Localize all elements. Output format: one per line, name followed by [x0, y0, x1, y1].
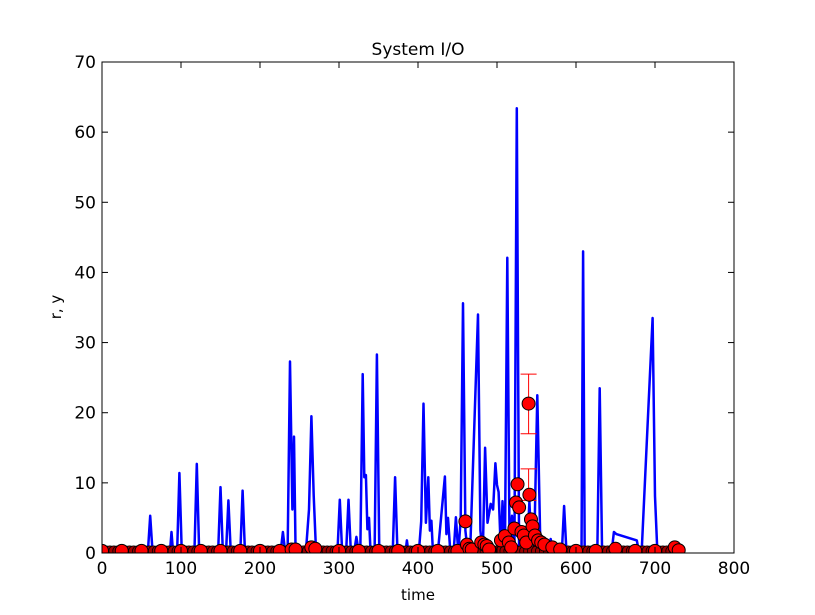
input-marker — [510, 477, 525, 492]
y-tick-label: 70 — [74, 53, 96, 73]
input-marker — [102, 543, 109, 553]
input-marker — [391, 543, 406, 553]
input-marker — [288, 542, 303, 553]
y-tick-label: 60 — [74, 123, 96, 143]
x-tick-label: 700 — [639, 559, 671, 579]
input-marker — [371, 543, 386, 553]
x-tick-label: 0 — [97, 559, 108, 579]
input-marker — [213, 543, 228, 553]
input-marker — [308, 541, 323, 553]
y-tick-label: 50 — [74, 193, 96, 213]
input-marker — [482, 542, 497, 553]
plot-area — [102, 107, 686, 553]
y-axis-title: r, y — [47, 295, 65, 320]
output-line-series — [102, 107, 661, 553]
input-marker — [521, 396, 536, 411]
input-marker — [588, 543, 603, 553]
input-marker — [351, 543, 366, 553]
x-tick-label: 500 — [481, 559, 513, 579]
x-axis-title: time — [401, 586, 435, 604]
x-tick-label: 800 — [718, 559, 750, 579]
x-tick-label: 100 — [165, 559, 197, 579]
input-marker — [608, 541, 623, 553]
chart-title: System I/O — [372, 40, 465, 60]
input-marker — [114, 543, 129, 553]
input-marker — [134, 543, 149, 553]
x-tick-label: 600 — [560, 559, 592, 579]
y-tick-label: 10 — [74, 474, 96, 494]
y-tick-label: 40 — [74, 263, 96, 283]
y-tick-label: 30 — [74, 334, 96, 354]
y-tick-label: 20 — [74, 404, 96, 424]
x-tick-label: 200 — [244, 559, 276, 579]
input-marker — [272, 543, 287, 553]
input-marker — [671, 543, 686, 553]
y-tick-label: 0 — [85, 544, 96, 564]
input-marker — [512, 500, 527, 515]
input-marker — [553, 542, 568, 553]
input-marker — [233, 543, 248, 553]
x-tick-label: 300 — [323, 559, 355, 579]
input-marker — [522, 487, 537, 502]
x-tick-label: 400 — [402, 559, 434, 579]
input-marker — [504, 540, 519, 553]
input-marker — [430, 543, 445, 553]
input-marker — [154, 543, 169, 553]
axis-ticks: 0 100 200 300 400 500 600 700 800 0 10 20 30 40 50 60 70 — [74, 53, 750, 579]
plot-frame — [101, 61, 735, 554]
input-marker — [458, 514, 473, 529]
input-marker — [193, 543, 208, 553]
input-marker — [628, 543, 643, 553]
